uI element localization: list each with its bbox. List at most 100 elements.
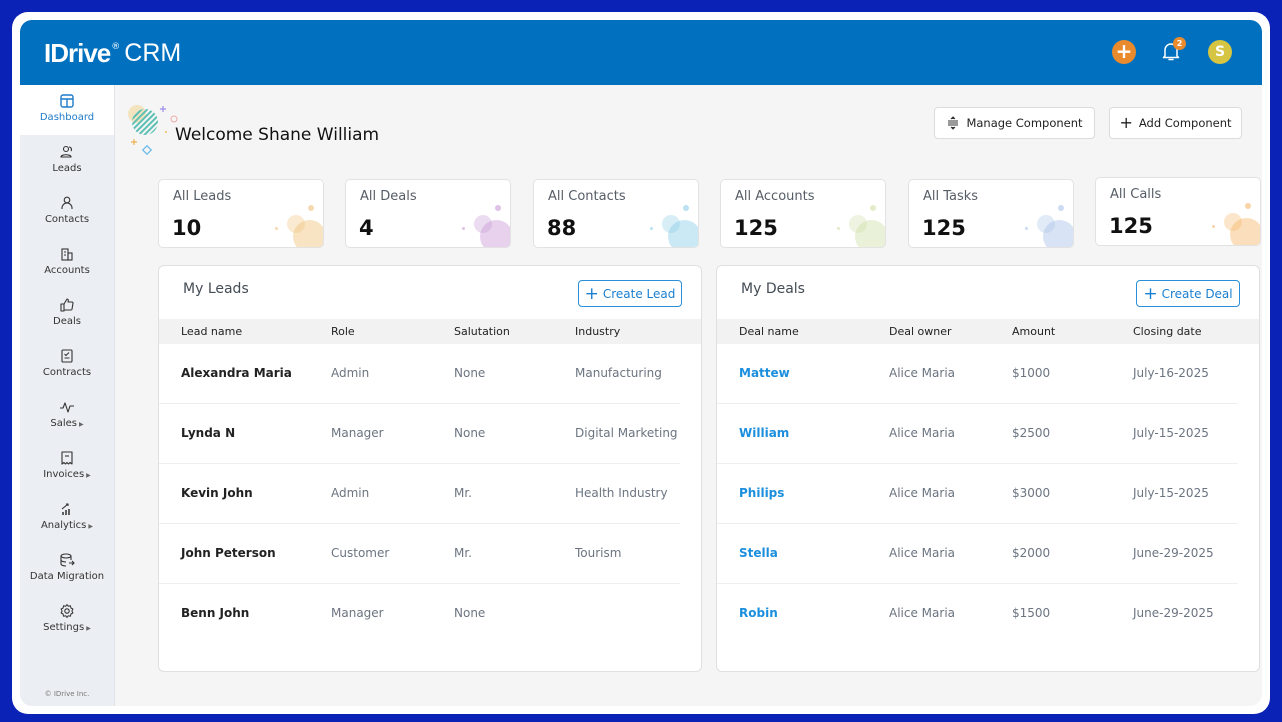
sidebar-item-sales[interactable]: Sales ▶ — [20, 391, 114, 441]
deal-owner: Alice Maria — [889, 606, 955, 620]
add-component-button[interactable]: + Add Component — [1109, 107, 1242, 139]
bubble-decoration — [662, 215, 680, 233]
bubble-decoration — [1058, 205, 1064, 211]
stat-card-contacts[interactable]: All Contacts 88 — [533, 179, 699, 248]
deal-owner: Alice Maria — [889, 486, 955, 500]
sidebar-item-accounts[interactable]: Accounts — [20, 238, 114, 288]
bubble-decoration — [1245, 203, 1251, 209]
my-deals-panel: My Deals + Create Deal Deal name Deal ow… — [716, 265, 1260, 672]
sidebar-item-analytics[interactable]: Analytics ▶ — [20, 493, 114, 543]
table-row[interactable]: Kevin John Admin Mr. Health Industry — [159, 464, 680, 524]
deal-name-link[interactable]: Stella — [739, 546, 778, 560]
sidebar-item-invoices[interactable]: Invoices ▶ — [20, 442, 114, 492]
bubble-decoration — [837, 227, 840, 230]
welcome-message: Welcome Shane William — [175, 125, 380, 145]
column-header[interactable]: Salutation — [454, 325, 510, 338]
manage-component-button[interactable]: Manage Component — [934, 107, 1095, 139]
table-row[interactable]: John Peterson Customer Mr. Tourism — [159, 524, 680, 584]
deal-name-link[interactable]: William — [739, 426, 790, 440]
bubble-decoration — [287, 215, 305, 233]
lead-name[interactable]: John Peterson — [181, 546, 276, 560]
plus-icon: + — [1143, 283, 1158, 304]
table-row[interactable]: Philips Alice Maria $3000 July-15-2025 — [717, 464, 1238, 524]
bubble-decoration — [495, 205, 501, 211]
sidebar-item-label: Settings — [43, 622, 85, 633]
column-header[interactable]: Role — [331, 325, 355, 338]
column-header[interactable]: Closing date — [1133, 325, 1202, 338]
table-header: Deal name Deal owner Amount Closing date — [717, 319, 1259, 344]
sidebar-item-deals[interactable]: Deals — [20, 289, 114, 339]
avatar[interactable]: S — [1208, 40, 1232, 64]
sidebar-item-label: Sales — [50, 418, 77, 429]
table-row[interactable]: Benn John Manager None — [159, 584, 680, 644]
table-row[interactable]: Stella Alice Maria $2000 June-29-2025 — [717, 524, 1238, 584]
caret-right-icon: ▶ — [86, 472, 91, 479]
deal-name-link[interactable]: Mattew — [739, 366, 790, 380]
sidebar-item-dashboard[interactable]: Dashboard — [20, 85, 114, 135]
sidebar-item-label: Analytics — [40, 520, 87, 531]
stat-value: 125 — [734, 216, 778, 240]
sidebar-item-label: Accounts — [44, 265, 90, 276]
sidebar-item-contacts[interactable]: Contacts — [20, 187, 114, 237]
stat-title: All Accounts — [735, 189, 815, 204]
stat-card-calls[interactable]: All Calls 125 — [1095, 177, 1261, 246]
plus-icon: + — [584, 283, 599, 304]
lead-industry: Tourism — [575, 546, 622, 560]
column-header[interactable]: Amount — [1012, 325, 1056, 338]
stat-card-tasks[interactable]: All Tasks 125 — [908, 179, 1074, 248]
create-deal-button[interactable]: + Create Deal — [1136, 280, 1240, 307]
bubble-decoration — [1212, 225, 1215, 228]
create-lead-button[interactable]: + Create Lead — [578, 280, 682, 307]
stat-title: All Deals — [360, 189, 417, 204]
table-row[interactable]: William Alice Maria $2500 July-15-2025 — [717, 404, 1238, 464]
caret-right-icon: ▶ — [88, 523, 94, 530]
bubble-decoration — [480, 220, 510, 247]
sidebar-item-label: Data Migration — [29, 571, 105, 582]
bubble-decoration — [870, 205, 876, 211]
bubble-decoration — [849, 215, 867, 233]
stat-card-leads[interactable]: All Leads 10 — [158, 179, 324, 248]
table-row[interactable]: Lynda N Manager None Digital Marketing — [159, 404, 680, 464]
lead-name[interactable]: Kevin John — [181, 486, 253, 500]
analytics-icon — [61, 503, 70, 515]
sidebar-item-leads[interactable]: Leads — [20, 136, 114, 186]
lead-name[interactable]: Alexandra Maria — [181, 366, 292, 380]
stat-card-accounts[interactable]: All Accounts 125 — [720, 179, 886, 248]
top-bar: IDrive ® CRM + 2 S — [20, 20, 1262, 85]
table-row[interactable]: Alexandra Maria Admin None Manufacturing — [159, 344, 680, 404]
bubble-decoration — [474, 215, 492, 233]
bubble-decoration — [1224, 213, 1242, 231]
lead-name[interactable]: Benn John — [181, 606, 250, 620]
plus-circle-icon[interactable]: + — [1112, 40, 1136, 64]
sidebar-item-label-wrap: Invoices ▶ — [43, 469, 91, 480]
bubble-decoration — [308, 205, 314, 211]
crm-app: IDrive ® CRM + 2 S Dashboard Leads Conta… — [20, 20, 1262, 706]
copyright: © IDrive Inc. — [44, 690, 90, 698]
database-icon — [60, 553, 75, 567]
sidebar-item-data-migration[interactable]: Data Migration — [20, 544, 114, 594]
deal-closing-date: July-16-2025 — [1133, 366, 1209, 380]
table-header: Lead name Role Salutation Industry — [159, 319, 701, 344]
dashboard-main: Welcome Shane William Manage Component +… — [115, 85, 1262, 706]
sidebar-item-settings[interactable]: Settings ▶ — [20, 595, 114, 645]
deal-closing-date: June-29-2025 — [1133, 606, 1214, 620]
deal-name-link[interactable]: Robin — [739, 606, 778, 620]
stat-title: All Tasks — [923, 189, 979, 204]
lead-industry: Manufacturing — [575, 366, 662, 380]
sidebar-item-contracts[interactable]: Contracts — [20, 340, 114, 390]
bubble-decoration — [462, 227, 465, 230]
column-header[interactable]: Deal owner — [889, 325, 952, 338]
deal-name-link[interactable]: Philips — [739, 486, 785, 500]
column-header[interactable]: Deal name — [739, 325, 799, 338]
table-row[interactable]: Robin Alice Maria $1500 June-29-2025 — [717, 584, 1238, 644]
lead-name[interactable]: Lynda N — [181, 426, 236, 440]
stat-card-deals[interactable]: All Deals 4 — [345, 179, 511, 248]
column-header[interactable]: Industry — [575, 325, 621, 338]
sidebar-item-label-wrap: Analytics ▶ — [41, 520, 93, 531]
deal-amount: $2500 — [1012, 426, 1051, 440]
table-row[interactable]: Mattew Alice Maria $1000 July-16-2025 — [717, 344, 1238, 404]
deal-closing-date: July-15-2025 — [1133, 486, 1209, 500]
column-header[interactable]: Lead name — [181, 325, 243, 338]
logo[interactable]: IDrive ® CRM — [44, 36, 181, 70]
notifications-button[interactable]: 2 — [1161, 37, 1186, 64]
